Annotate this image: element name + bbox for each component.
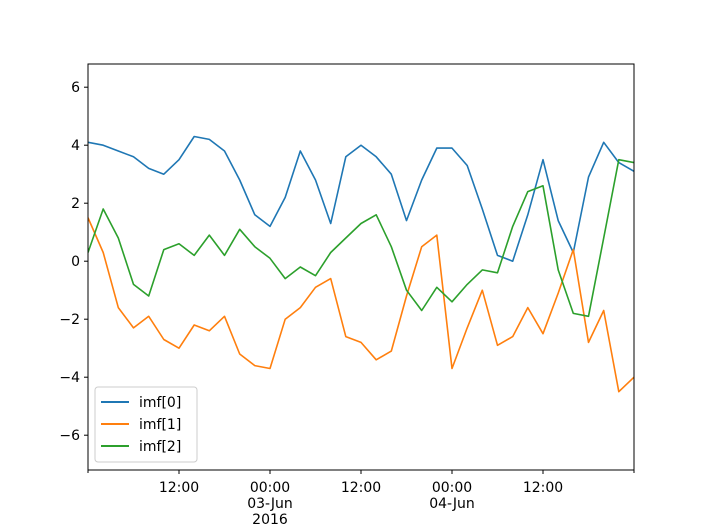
y-tick-label: 4: [71, 138, 80, 154]
legend-label-0: imf[0]: [139, 395, 181, 411]
series-line-0: [88, 135, 634, 263]
y-tick-label: 0: [71, 254, 80, 270]
legend-box: [94, 386, 198, 463]
x-tick-label: 00:00 03-Jun 2016: [247, 480, 293, 528]
x-axis: 12:00 00:00 03-Jun 2016 12:00 00:00 04-Jun 12:0…: [87, 470, 635, 528]
y-tick-label: −2: [59, 312, 80, 328]
x-tick-label: 12:00: [159, 480, 199, 496]
x-tick-label: 12:00: [341, 480, 381, 496]
y-tick-label: 6: [71, 80, 80, 96]
legend-label-2: imf[2]: [139, 439, 181, 455]
y-axis: −6 −4 −2 0 2 4 6: [59, 80, 88, 444]
y-tick-label: 2: [71, 196, 80, 212]
legend-label-1: imf[1]: [139, 417, 181, 433]
y-tick-label: −4: [59, 370, 80, 386]
y-tick-label: −6: [59, 428, 80, 444]
x-tick-label: 12:00: [523, 480, 563, 496]
x-tick-label: 00:00 04-Jun: [429, 480, 475, 512]
legend: imf[0] imf[1] imf[2]: [94, 386, 198, 463]
series-line-2: [88, 158, 634, 318]
series-line-1: [88, 217, 634, 393]
series-layer: [88, 135, 634, 393]
